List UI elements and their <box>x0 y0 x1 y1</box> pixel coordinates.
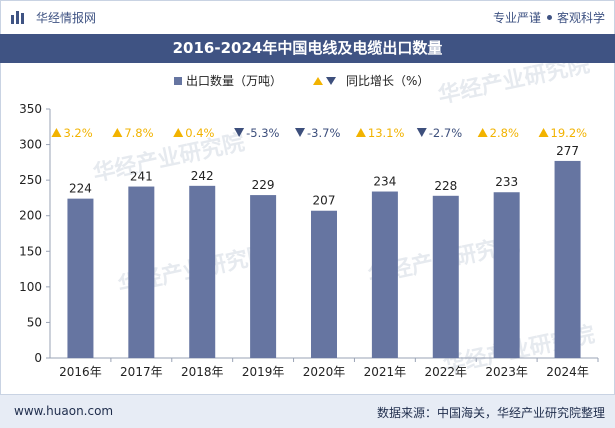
growth-down-triangle-icon <box>234 128 245 137</box>
growth-label: 2.8% <box>490 126 519 140</box>
x-tick-label: 2020年 <box>303 365 346 379</box>
y-tick-label: 150 <box>19 244 42 258</box>
growth-label: 3.2% <box>63 126 92 140</box>
legend-swatch-bar <box>174 77 182 85</box>
top-bar: 华经情报网 专业严谨 客观科学 <box>0 0 615 34</box>
footer-bar: www.huaon.com 数据来源：中国海关，华经产业研究院整理 <box>0 394 615 428</box>
bar-6 <box>432 195 459 358</box>
bar-value-label: 233 <box>495 175 518 189</box>
bar-5 <box>371 191 398 358</box>
growth-label: -3.7% <box>307 126 340 140</box>
y-tick-label: 350 <box>19 102 42 116</box>
footer-url: www.huaon.com <box>14 404 114 418</box>
growth-up-triangle-icon <box>51 128 62 137</box>
legend-down-triangle-icon <box>326 77 336 85</box>
y-tick-label: 50 <box>27 315 42 329</box>
bar-0 <box>67 198 94 358</box>
separator-dot-icon <box>546 15 552 20</box>
bar-value-label: 277 <box>556 144 579 158</box>
chart-title: 2016-2024年中国电线及电缆出口数量 <box>0 34 615 63</box>
x-tick-label: 2023年 <box>485 365 528 379</box>
growth-label: 0.4% <box>185 126 214 140</box>
bar-value-label: 234 <box>373 175 396 189</box>
x-tick-label: 2017年 <box>120 365 163 379</box>
tagline-left: 专业严谨 <box>492 11 541 25</box>
x-tick-label: 2019年 <box>242 365 285 379</box>
bar-logo-icon <box>11 11 24 24</box>
growth-up-triangle-icon <box>355 128 366 137</box>
tagline-right: 客观科学 <box>556 11 605 25</box>
bar-value-label: 241 <box>130 170 153 184</box>
x-tick-label: 2022年 <box>425 365 468 379</box>
bar-8 <box>554 160 581 358</box>
y-tick-label: 200 <box>19 209 42 223</box>
growth-up-triangle-icon <box>112 128 123 137</box>
growth-down-triangle-icon <box>416 128 427 137</box>
x-tick-label: 2024年 <box>546 365 589 379</box>
growth-label: 7.8% <box>124 126 153 140</box>
bar-1 <box>128 186 155 358</box>
bar-value-label: 224 <box>69 182 92 196</box>
chart-area: 华经产业研究院华经产业研究院华经产业研究院华经产业研究院华经产业研究院出口数量（… <box>19 63 599 379</box>
legend-label-quantity: 出口数量（万吨） <box>186 73 282 88</box>
watermark-text: 华经产业研究院 <box>436 63 592 109</box>
growth-label: -5.3% <box>246 126 279 140</box>
bar-3 <box>250 195 277 358</box>
data-source: 数据来源：中国海关，华经产业研究院整理 <box>376 406 605 420</box>
legend-up-triangle-icon <box>313 77 323 85</box>
watermark-text: 华经产业研究院 <box>91 129 247 186</box>
growth-label: -2.7% <box>429 126 462 140</box>
bar-value-label: 242 <box>191 169 214 183</box>
bar-2 <box>189 185 216 358</box>
tagline: 专业严谨 客观科学 <box>493 9 605 26</box>
growth-down-triangle-icon <box>295 128 305 137</box>
y-tick-label: 250 <box>19 173 42 187</box>
growth-up-triangle-icon <box>538 128 549 137</box>
brand-name: 华经情报网 <box>36 11 97 25</box>
growth-up-triangle-icon <box>477 128 488 137</box>
x-tick-label: 2021年 <box>364 365 407 379</box>
y-tick-label: 0 <box>34 351 42 365</box>
x-tick-label: 2018年 <box>181 365 224 379</box>
growth-label: 19.2% <box>551 126 588 140</box>
bar-value-label: 228 <box>434 179 457 193</box>
growth-label: 13.1% <box>368 126 405 140</box>
bar-7 <box>493 192 520 358</box>
bar-value-label: 229 <box>252 178 275 192</box>
bar-value-label: 207 <box>313 194 336 208</box>
growth-up-triangle-icon <box>173 128 184 137</box>
y-tick-label: 300 <box>19 138 42 152</box>
y-tick-label: 100 <box>19 280 42 294</box>
x-tick-label: 2016年 <box>59 365 102 379</box>
bar-4 <box>311 210 337 358</box>
legend-label-growth: 同比增长（%） <box>346 74 429 88</box>
